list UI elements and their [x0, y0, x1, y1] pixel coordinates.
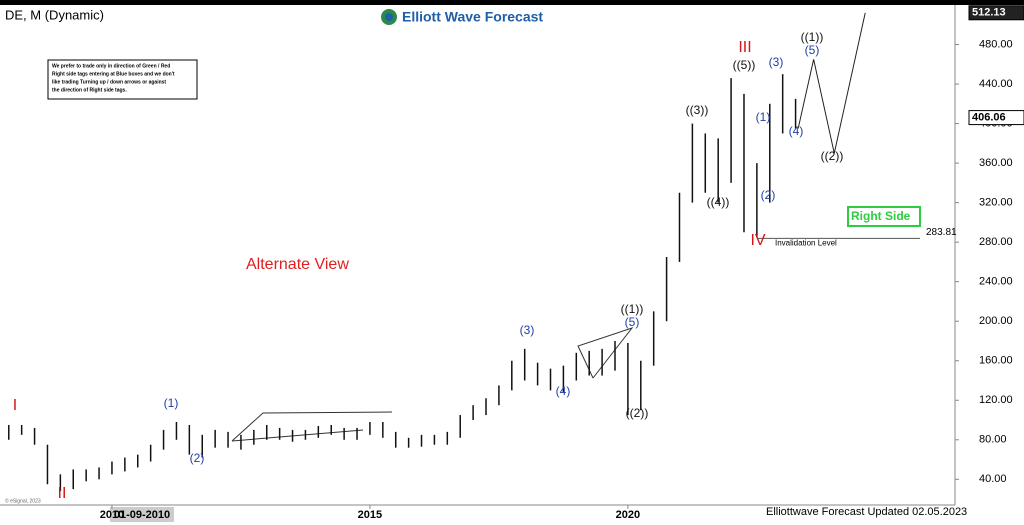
- copyright: © eSignal, 2023: [5, 497, 41, 504]
- wave-label: ((2)): [626, 406, 649, 420]
- triangle: [231, 411, 393, 442]
- y-tick-label: 120.00: [979, 394, 1013, 406]
- wave-label: (2): [190, 451, 205, 465]
- y-tick-label: 320.00: [979, 197, 1013, 209]
- wave-label: (5): [805, 43, 820, 57]
- wave-label: (3): [520, 323, 535, 337]
- y-tick-label: 440.00: [979, 78, 1013, 90]
- y-tick-label: 240.00: [979, 276, 1013, 288]
- note-line: We prefer to trade only in direction of …: [52, 63, 170, 69]
- logo-icon-inner: [385, 13, 393, 21]
- alternate-view: Alternate View: [246, 256, 349, 273]
- wave-label: III: [738, 39, 751, 56]
- x-tick-label: 2015: [358, 509, 382, 521]
- right-side-box: [847, 206, 921, 227]
- wave-label: (1): [756, 110, 771, 124]
- invalidation-value: 283.81: [926, 227, 957, 238]
- wave-label: ((4)): [707, 195, 730, 209]
- note-line: the direction of Right side tags.: [52, 87, 127, 93]
- wave-label: I: [13, 397, 17, 414]
- invalidation-label: Invalidation Level: [775, 238, 837, 247]
- triangle: [577, 327, 634, 379]
- wave-label: (4): [789, 124, 804, 138]
- top-border: [0, 0, 1024, 5]
- wave-label: (1): [164, 396, 179, 410]
- wave-label: IV: [750, 232, 765, 249]
- y-tick-label: 80.00: [979, 434, 1007, 446]
- wave-label: (3): [769, 55, 784, 69]
- y-tick-label: 160.00: [979, 355, 1013, 367]
- logo: Elliott Wave Forecast: [402, 9, 543, 25]
- cursor-box: [110, 507, 174, 522]
- chart-title: DE, M (Dynamic): [5, 7, 104, 22]
- wave-label: (2): [761, 188, 776, 202]
- wave-label: ((1)): [801, 30, 824, 44]
- note-line: Right side tags entering at Blue boxes a…: [52, 71, 175, 77]
- note-line: like trading Turning up / down arrows or…: [52, 79, 166, 85]
- y-tick-label: 360.00: [979, 157, 1013, 169]
- footer: Elliottwave Forecast Updated 02.05.2023: [766, 506, 967, 518]
- projection: [797, 12, 866, 154]
- wave-label: ((3)): [686, 103, 709, 117]
- wave-label: (4): [556, 384, 571, 398]
- last-price: 406.06: [972, 111, 1006, 123]
- right-side: Right Side: [851, 209, 911, 223]
- y-tick-label: 40.00: [979, 473, 1007, 485]
- x-tick-label: 2020: [616, 509, 640, 521]
- x-tick-label: 2010: [100, 509, 124, 521]
- top-price: 512.13: [972, 7, 1006, 19]
- y-tick-label: 280.00: [979, 236, 1013, 248]
- note-box: [47, 59, 198, 100]
- top-price-box: [968, 5, 1024, 21]
- cursor-label: 01-09-2010: [114, 509, 170, 521]
- y-tick-label: 480.00: [979, 38, 1013, 50]
- last-price-box: [968, 110, 1024, 126]
- wave-label: ((1)): [621, 302, 644, 316]
- y-tick-label: 200.00: [979, 315, 1013, 327]
- wave-label: ((5)): [733, 58, 756, 72]
- wave-label: (5): [625, 315, 640, 329]
- wave-label: ((2)): [821, 149, 844, 163]
- wave-label: II: [58, 485, 67, 502]
